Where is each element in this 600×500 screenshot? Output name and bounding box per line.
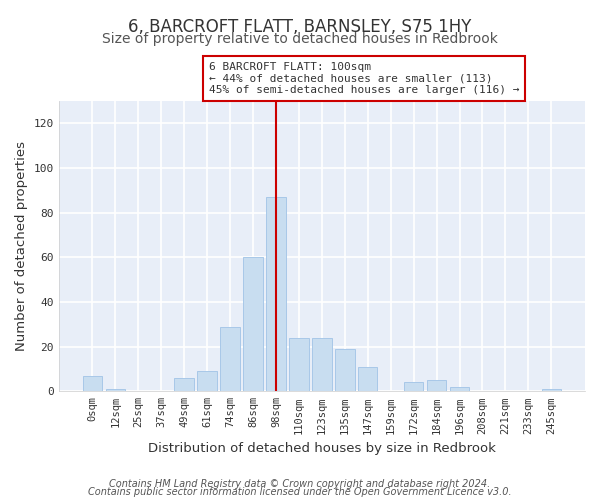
Text: 6 BARCROFT FLATT: 100sqm
← 44% of detached houses are smaller (113)
45% of semi-: 6 BARCROFT FLATT: 100sqm ← 44% of detach…: [209, 62, 519, 95]
Text: Contains public sector information licensed under the Open Government Licence v3: Contains public sector information licen…: [88, 487, 512, 497]
Bar: [289, 338, 308, 392]
Bar: [335, 349, 355, 392]
Bar: [220, 326, 240, 392]
Bar: [83, 376, 102, 392]
X-axis label: Distribution of detached houses by size in Redbrook: Distribution of detached houses by size …: [148, 442, 496, 455]
Bar: [266, 197, 286, 392]
Text: Contains HM Land Registry data © Crown copyright and database right 2024.: Contains HM Land Registry data © Crown c…: [109, 479, 491, 489]
Bar: [243, 258, 263, 392]
Text: Size of property relative to detached houses in Redbrook: Size of property relative to detached ho…: [102, 32, 498, 46]
Bar: [106, 389, 125, 392]
Bar: [542, 389, 561, 392]
Text: 6, BARCROFT FLATT, BARNSLEY, S75 1HY: 6, BARCROFT FLATT, BARNSLEY, S75 1HY: [128, 18, 472, 36]
Bar: [312, 338, 332, 392]
Bar: [450, 387, 469, 392]
Bar: [404, 382, 424, 392]
Bar: [358, 366, 377, 392]
Bar: [175, 378, 194, 392]
Y-axis label: Number of detached properties: Number of detached properties: [15, 141, 28, 351]
Bar: [197, 371, 217, 392]
Bar: [427, 380, 446, 392]
